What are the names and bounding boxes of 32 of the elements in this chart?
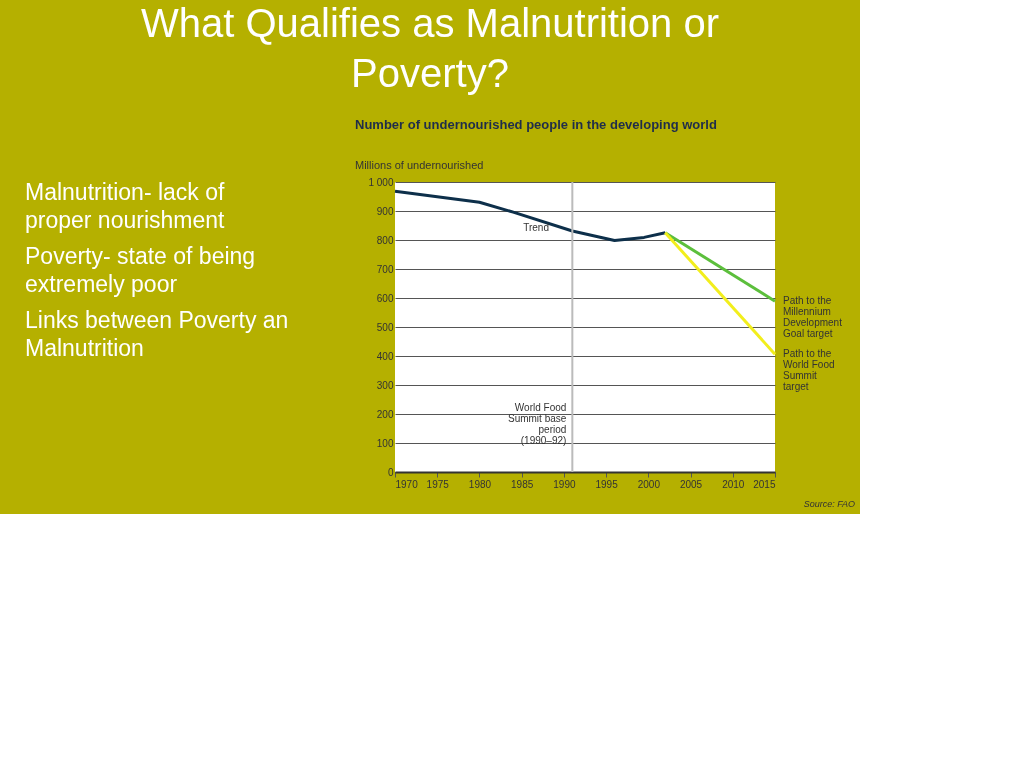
text: Links between Poverty an Malnutrition	[25, 307, 289, 361]
x-tick-label: 2015	[753, 478, 776, 490]
x-tick-label: 1980	[468, 478, 492, 490]
source-note: Source: FAO	[803, 499, 855, 509]
y-tick-label: 800	[376, 234, 394, 246]
y-tick-label: 1 000	[368, 176, 394, 188]
line-series	[393, 189, 667, 243]
series-label: Trend	[523, 222, 549, 234]
y-tick-label: 200	[376, 408, 394, 420]
y-tick-label: 900	[376, 205, 394, 217]
y-tick-label: 500	[376, 321, 394, 333]
chart-subtitle: Number of undernourished people in the developing world	[355, 117, 717, 132]
y-axis-title: Millions of undernourished	[355, 159, 484, 171]
y-tick-label: 700	[376, 263, 394, 275]
y-tick-label: 400	[376, 350, 394, 362]
y-tick-label: 600	[376, 292, 394, 304]
series-label: Path to the Millennium Development Goal target	[783, 295, 843, 340]
x-tick-label: 1995	[595, 478, 619, 490]
x-tick-label: 1970	[395, 478, 419, 490]
y-tick-label: 100	[376, 437, 394, 449]
series-label: Path to the World Food Summit target	[783, 348, 835, 393]
x-tick-label: 1975	[426, 478, 450, 490]
x-tick-label: 1985	[511, 478, 534, 490]
x-tick-label: 1990	[553, 478, 576, 490]
text: Malnutrition- lack of proper nourishment	[25, 179, 226, 233]
x-tick-label: 2000	[637, 478, 661, 490]
y-tick-label: 300	[376, 379, 394, 391]
x-tick-label: 2010	[722, 478, 745, 490]
x-tick-label: 2005	[679, 478, 703, 490]
text: Poverty- state of being extremely poor	[25, 243, 256, 297]
chart-title: What Qualifies as Malnutrition or Poverty?	[140, 1, 720, 95]
y-tick-label: 0	[387, 466, 394, 478]
